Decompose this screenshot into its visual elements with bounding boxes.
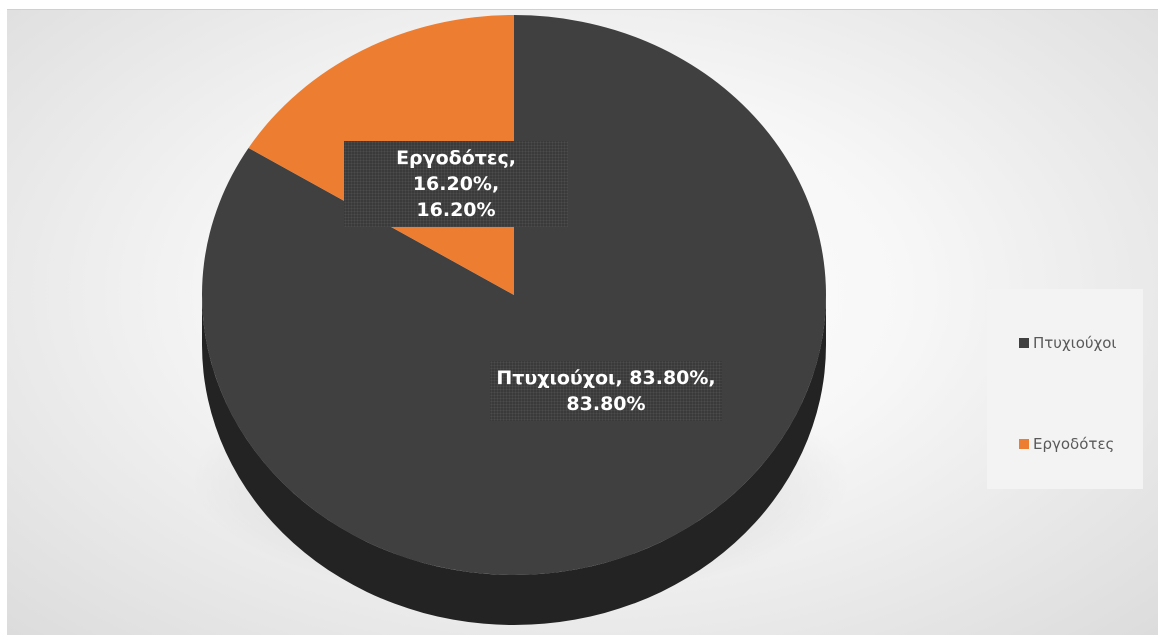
legend-swatch-employers bbox=[1019, 439, 1029, 449]
legend: Πτυχιούχοι Εργοδότες bbox=[987, 289, 1143, 489]
legend-item-employers: Εργοδότες bbox=[1019, 435, 1114, 453]
legend-item-graduates: Πτυχιούχοι bbox=[1019, 334, 1117, 352]
data-label-graduates: Πτυχιούχοι, 83.80%, 83.80% bbox=[490, 361, 722, 421]
pie-slice-0 bbox=[202, 15, 827, 576]
pie-chart bbox=[191, 15, 851, 625]
legend-label-employers: Εργοδότες bbox=[1033, 435, 1115, 453]
chart-area: Πτυχιούχοι, 83.80%, 83.80% Εργοδότες, 16… bbox=[7, 9, 1158, 635]
legend-label-graduates: Πτυχιούχοι bbox=[1033, 334, 1117, 352]
data-label-employers: Εργοδότες, 16.20%, 16.20% bbox=[344, 141, 568, 227]
pie-side-0 bbox=[202, 295, 826, 625]
legend-swatch-graduates bbox=[1019, 338, 1029, 348]
